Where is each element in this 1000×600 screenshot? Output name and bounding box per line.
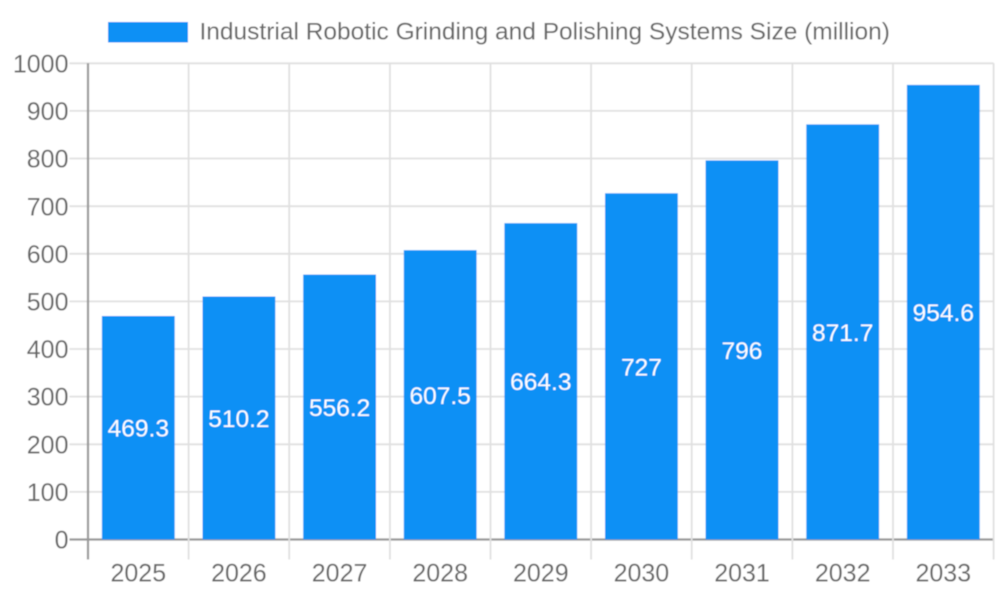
svg-text:2028: 2028 xyxy=(412,559,468,587)
svg-text:800: 800 xyxy=(27,146,69,174)
svg-text:469.3: 469.3 xyxy=(108,416,169,443)
svg-text:700: 700 xyxy=(27,193,69,221)
svg-text:2029: 2029 xyxy=(513,559,569,587)
svg-text:0: 0 xyxy=(55,527,69,555)
svg-text:871.7: 871.7 xyxy=(812,320,873,347)
svg-text:664.3: 664.3 xyxy=(510,369,571,396)
svg-text:500: 500 xyxy=(27,289,69,317)
svg-text:200: 200 xyxy=(27,431,69,459)
svg-text:2032: 2032 xyxy=(815,559,871,587)
svg-text:1000: 1000 xyxy=(13,50,69,78)
svg-text:2027: 2027 xyxy=(312,559,368,587)
svg-text:2031: 2031 xyxy=(714,559,770,587)
svg-text:510.2: 510.2 xyxy=(208,406,269,433)
svg-text:954.6: 954.6 xyxy=(913,300,974,327)
svg-text:400: 400 xyxy=(27,336,69,364)
svg-text:Industrial Robotic Grinding an: Industrial Robotic Grinding and Polishin… xyxy=(200,18,890,45)
svg-text:796: 796 xyxy=(722,338,763,365)
svg-text:600: 600 xyxy=(27,241,69,269)
svg-text:2033: 2033 xyxy=(915,559,971,587)
svg-text:607.5: 607.5 xyxy=(410,383,471,410)
svg-text:2025: 2025 xyxy=(110,559,166,587)
svg-text:900: 900 xyxy=(27,98,69,126)
svg-text:100: 100 xyxy=(27,479,69,507)
svg-text:300: 300 xyxy=(27,384,69,412)
svg-text:2030: 2030 xyxy=(614,559,670,587)
svg-text:727: 727 xyxy=(621,354,662,381)
svg-text:2026: 2026 xyxy=(211,559,267,587)
svg-text:556.2: 556.2 xyxy=(309,395,370,422)
